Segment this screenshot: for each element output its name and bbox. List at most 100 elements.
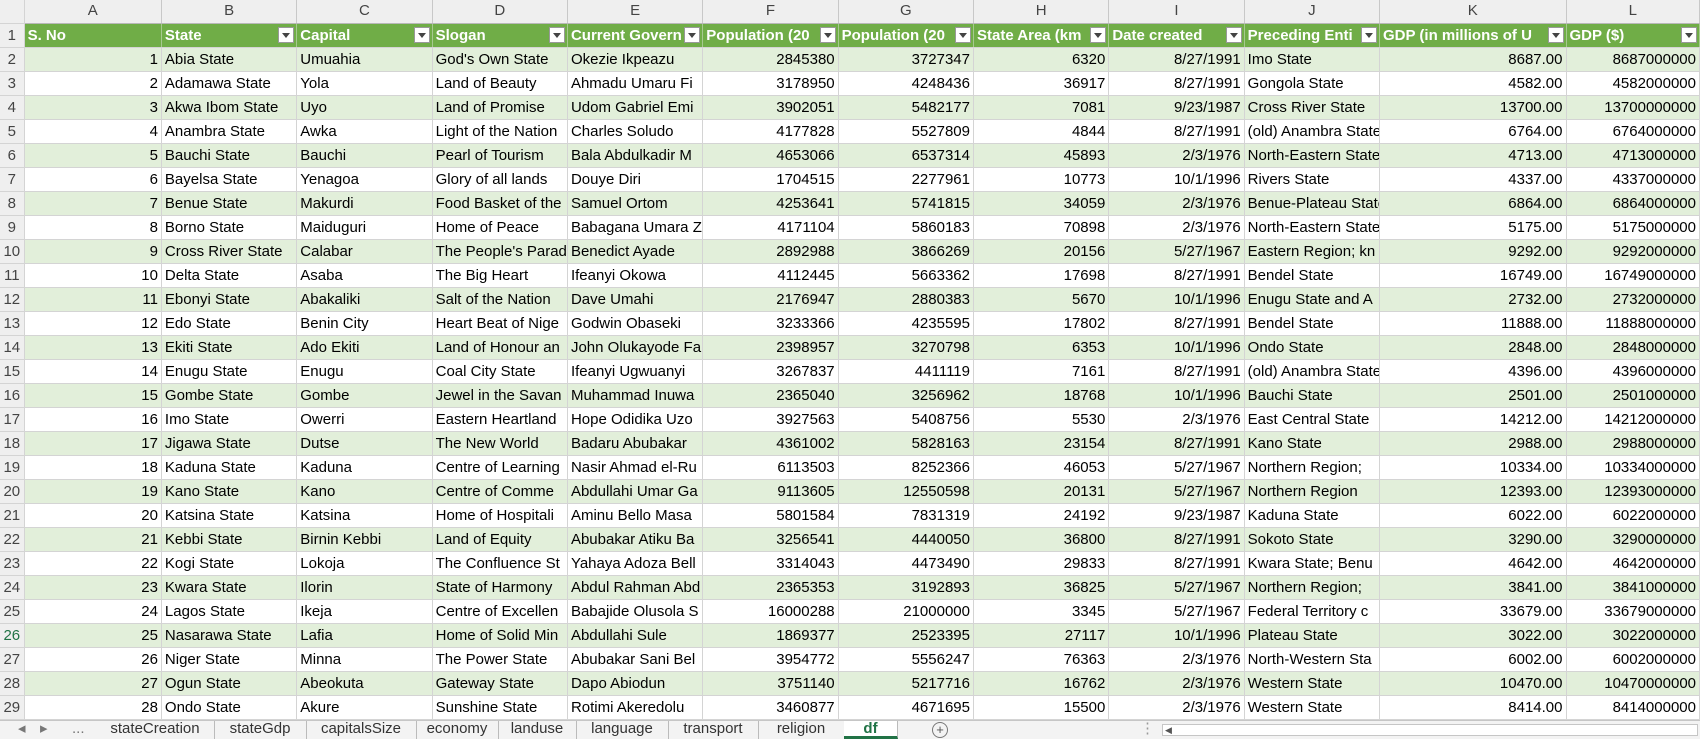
row-header[interactable]: 16: [0, 383, 25, 408]
table-cell[interactable]: 15: [24, 383, 162, 408]
table-cell[interactable]: Gombe: [296, 383, 433, 408]
table-cell[interactable]: 2880383: [838, 287, 974, 312]
table-cell[interactable]: 8414000000: [1566, 695, 1700, 720]
table-cell[interactable]: 12393000000: [1566, 479, 1700, 504]
table-cell[interactable]: Bayelsa State: [161, 167, 298, 192]
table-cell[interactable]: 3270798: [838, 335, 974, 360]
table-cell[interactable]: 3290000000: [1566, 527, 1700, 552]
table-cell[interactable]: Awka: [296, 119, 433, 144]
table-cell[interactable]: Heart Beat of Nige: [432, 311, 568, 336]
table-cell[interactable]: Delta State: [161, 263, 298, 288]
table-cell[interactable]: Centre of Comme: [432, 479, 568, 504]
table-cell[interactable]: 10/1/1996: [1108, 167, 1245, 192]
table-cell[interactable]: 4337.00: [1379, 167, 1567, 192]
table-cell[interactable]: 5217716: [838, 671, 974, 696]
table-cell[interactable]: 5801584: [702, 503, 839, 528]
table-cell[interactable]: 11888000000: [1566, 311, 1700, 336]
table-cell[interactable]: 3256541: [702, 527, 839, 552]
table-cell[interactable]: 6: [24, 167, 162, 192]
table-cell[interactable]: North-Eastern State: [1244, 143, 1381, 168]
table-cell[interactable]: Enugu State and A: [1244, 287, 1381, 312]
table-cell[interactable]: Imo State: [1244, 47, 1381, 72]
table-cell[interactable]: 8/27/1991: [1108, 311, 1245, 336]
table-cell[interactable]: 2/3/1976: [1108, 215, 1245, 240]
table-cell[interactable]: 10/1/1996: [1108, 383, 1245, 408]
table-cell[interactable]: Salt of the Nation: [432, 287, 568, 312]
table-cell[interactable]: 10334.00: [1379, 455, 1567, 480]
table-cell[interactable]: Adamawa State: [161, 71, 298, 96]
table-cell[interactable]: 8414.00: [1379, 695, 1567, 720]
table-cell[interactable]: 3233366: [702, 311, 839, 336]
table-cell[interactable]: 6537314: [838, 143, 974, 168]
table-cell[interactable]: Borno State: [161, 215, 298, 240]
table-cell[interactable]: 2732000000: [1566, 287, 1700, 312]
table-cell[interactable]: 8/27/1991: [1108, 47, 1245, 72]
table-cell[interactable]: 2845380: [702, 47, 839, 72]
table-cell[interactable]: 4: [24, 119, 162, 144]
sheet-tab-economy[interactable]: economy: [416, 721, 499, 739]
filter-dropdown-icon[interactable]: [1681, 26, 1697, 43]
table-cell[interactable]: 4337000000: [1566, 167, 1700, 192]
table-cell[interactable]: 12: [24, 311, 162, 336]
table-cell[interactable]: Dave Umahi: [567, 287, 704, 312]
table-cell[interactable]: 3841000000: [1566, 575, 1700, 600]
table-cell[interactable]: Ahmadu Umaru Fi: [567, 71, 704, 96]
sheet-tab-transport[interactable]: transport: [668, 721, 759, 739]
table-cell[interactable]: 1869377: [702, 623, 839, 648]
table-cell[interactable]: Sokoto State: [1244, 527, 1381, 552]
table-cell[interactable]: Coal City State: [432, 359, 568, 384]
table-cell[interactable]: 16749.00: [1379, 263, 1567, 288]
table-cell[interactable]: 8687000000: [1566, 47, 1700, 72]
table-cell[interactable]: Northern Region;: [1244, 575, 1381, 600]
table-cell[interactable]: North-Western Sta: [1244, 647, 1381, 672]
table-cell[interactable]: 46053: [973, 455, 1110, 480]
table-cell[interactable]: 10470000000: [1566, 671, 1700, 696]
table-cell[interactable]: 8/27/1991: [1108, 71, 1245, 96]
table-cell[interactable]: 5670: [973, 287, 1110, 312]
table-cell[interactable]: 6864000000: [1566, 191, 1700, 216]
table-cell[interactable]: Babagana Umara Z: [567, 215, 704, 240]
table-cell[interactable]: Ado Ekiti: [296, 335, 433, 360]
table-cell[interactable]: Bendel State: [1244, 311, 1381, 336]
column-header-k[interactable]: K: [1379, 0, 1567, 24]
row-header[interactable]: 1: [0, 23, 25, 48]
sheet-tab-capitalssize[interactable]: capitalsSize: [306, 721, 417, 739]
table-cell[interactable]: 45893: [973, 143, 1110, 168]
table-cell[interactable]: Umuahia: [296, 47, 433, 72]
table-cell[interactable]: 36825: [973, 575, 1110, 600]
row-header[interactable]: 9: [0, 215, 25, 240]
header-cell[interactable]: Slogan: [432, 23, 568, 48]
table-cell[interactable]: Okezie Ikpeazu: [567, 47, 704, 72]
table-cell[interactable]: Asaba: [296, 263, 433, 288]
table-cell[interactable]: 2/3/1976: [1108, 647, 1245, 672]
table-cell[interactable]: 6002.00: [1379, 647, 1567, 672]
table-cell[interactable]: Kano State: [161, 479, 298, 504]
table-cell[interactable]: Imo State: [161, 407, 298, 432]
table-cell[interactable]: 6002000000: [1566, 647, 1700, 672]
table-cell[interactable]: Aminu Bello Masa: [567, 503, 704, 528]
table-cell[interactable]: Nasarawa State: [161, 623, 298, 648]
table-cell[interactable]: 21: [24, 527, 162, 552]
table-cell[interactable]: 8252366: [838, 455, 974, 480]
table-cell[interactable]: Bala Abdulkadir M: [567, 143, 704, 168]
column-header-l[interactable]: L: [1566, 0, 1700, 24]
table-cell[interactable]: 6764000000: [1566, 119, 1700, 144]
table-cell[interactable]: Enugu: [296, 359, 433, 384]
horizontal-scrollbar[interactable]: ◀: [1162, 724, 1698, 736]
table-cell[interactable]: 25: [24, 623, 162, 648]
table-cell[interactable]: Muhammad Inuwa: [567, 383, 704, 408]
table-cell[interactable]: Kaduna State: [1244, 503, 1381, 528]
table-cell[interactable]: 4177828: [702, 119, 839, 144]
table-cell[interactable]: Ebonyi State: [161, 287, 298, 312]
table-cell[interactable]: Land of Promise: [432, 95, 568, 120]
scroll-left-icon[interactable]: ◀: [1165, 725, 1172, 735]
table-cell[interactable]: 3290.00: [1379, 527, 1567, 552]
table-cell[interactable]: 17: [24, 431, 162, 456]
table-cell[interactable]: 2523395: [838, 623, 974, 648]
table-cell[interactable]: 2/3/1976: [1108, 407, 1245, 432]
row-header[interactable]: 15: [0, 359, 25, 384]
table-cell[interactable]: Kogi State: [161, 551, 298, 576]
header-cell[interactable]: S. No: [24, 23, 162, 48]
table-cell[interactable]: 7081: [973, 95, 1110, 120]
